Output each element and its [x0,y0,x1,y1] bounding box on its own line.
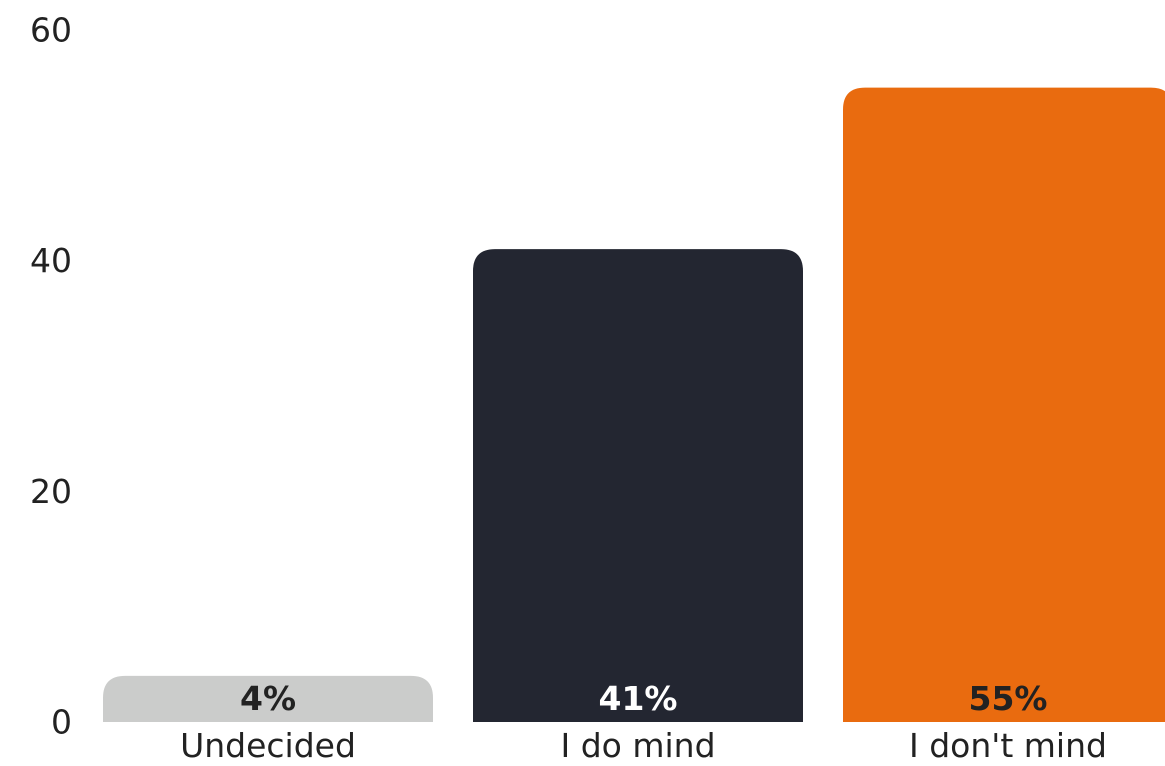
value-label-i-don-t-mind: 55% [969,679,1048,718]
bar-undecided [103,675,433,722]
bar-i-do-mind [473,249,803,722]
x-axis: Undecided I do mind I don't mind [180,726,1107,765]
y-tick-label-40: 40 [30,241,72,280]
value-label-undecided: 4% [240,679,296,718]
value-labels: 4% 41% 55% [240,679,1048,718]
y-tick-label-0: 0 [51,703,72,742]
x-tick-label-i-do-mind: I do mind [560,726,715,765]
y-tick-label-60: 60 [30,11,72,50]
bar-i-don-t-mind [843,87,1165,722]
y-axis: 0 20 40 60 [30,11,72,742]
bars [103,87,1165,722]
y-tick-label-20: 20 [30,472,72,511]
x-tick-label-i-don-t-mind: I don't mind [909,726,1107,765]
x-tick-label-undecided: Undecided [180,726,356,765]
value-label-i-do-mind: 41% [599,679,678,718]
